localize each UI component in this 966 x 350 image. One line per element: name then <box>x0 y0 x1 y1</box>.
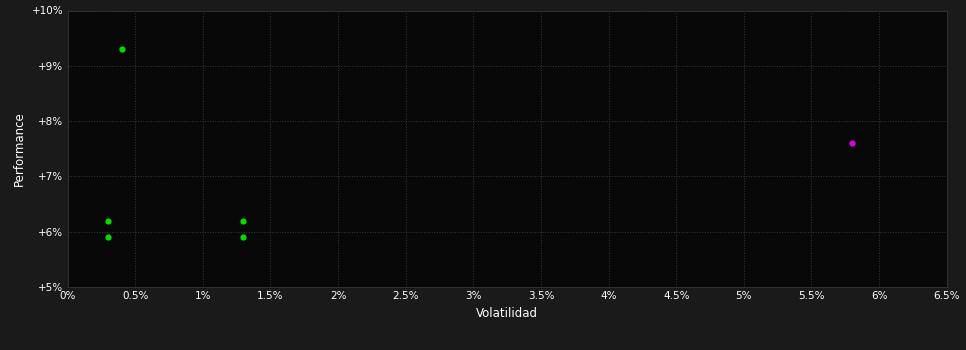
Point <box>114 47 129 52</box>
Y-axis label: Performance: Performance <box>14 111 26 186</box>
Point <box>100 218 116 223</box>
Point <box>844 140 860 146</box>
Point <box>236 218 251 223</box>
X-axis label: Volatilidad: Volatilidad <box>476 307 538 320</box>
Point <box>236 234 251 240</box>
Point <box>100 234 116 240</box>
